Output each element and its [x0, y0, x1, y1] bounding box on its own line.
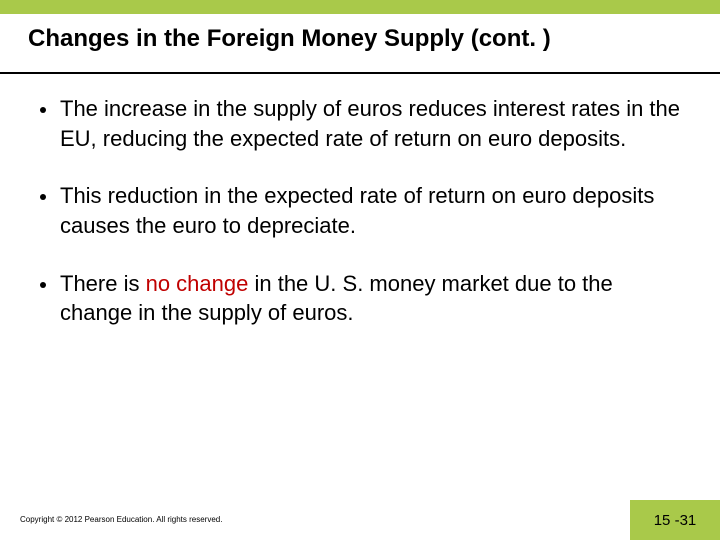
bullet-item: The increase in the supply of euros redu…: [40, 94, 680, 153]
title-area: Changes in the Foreign Money Supply (con…: [0, 14, 720, 72]
bullet-text: This reduction in the expected rate of r…: [60, 181, 680, 240]
bullet-dot-icon: [40, 194, 46, 200]
bullet-text: There is no change in the U. S. money ma…: [60, 269, 680, 328]
bullet-item: This reduction in the expected rate of r…: [40, 181, 680, 240]
accent-top-bar: [0, 0, 720, 14]
bullet-dot-icon: [40, 282, 46, 288]
slide-number-corner: 15 -31: [630, 500, 720, 540]
bullet-dot-icon: [40, 107, 46, 113]
content-area: The increase in the supply of euros redu…: [0, 74, 720, 328]
bullet-text: The increase in the supply of euros redu…: [60, 94, 680, 153]
bullet-item: There is no change in the U. S. money ma…: [40, 269, 680, 328]
slide-number: 15 -31: [654, 512, 697, 529]
copyright-text: Copyright © 2012 Pearson Education. All …: [20, 515, 222, 524]
slide-title: Changes in the Foreign Money Supply (con…: [28, 24, 692, 54]
